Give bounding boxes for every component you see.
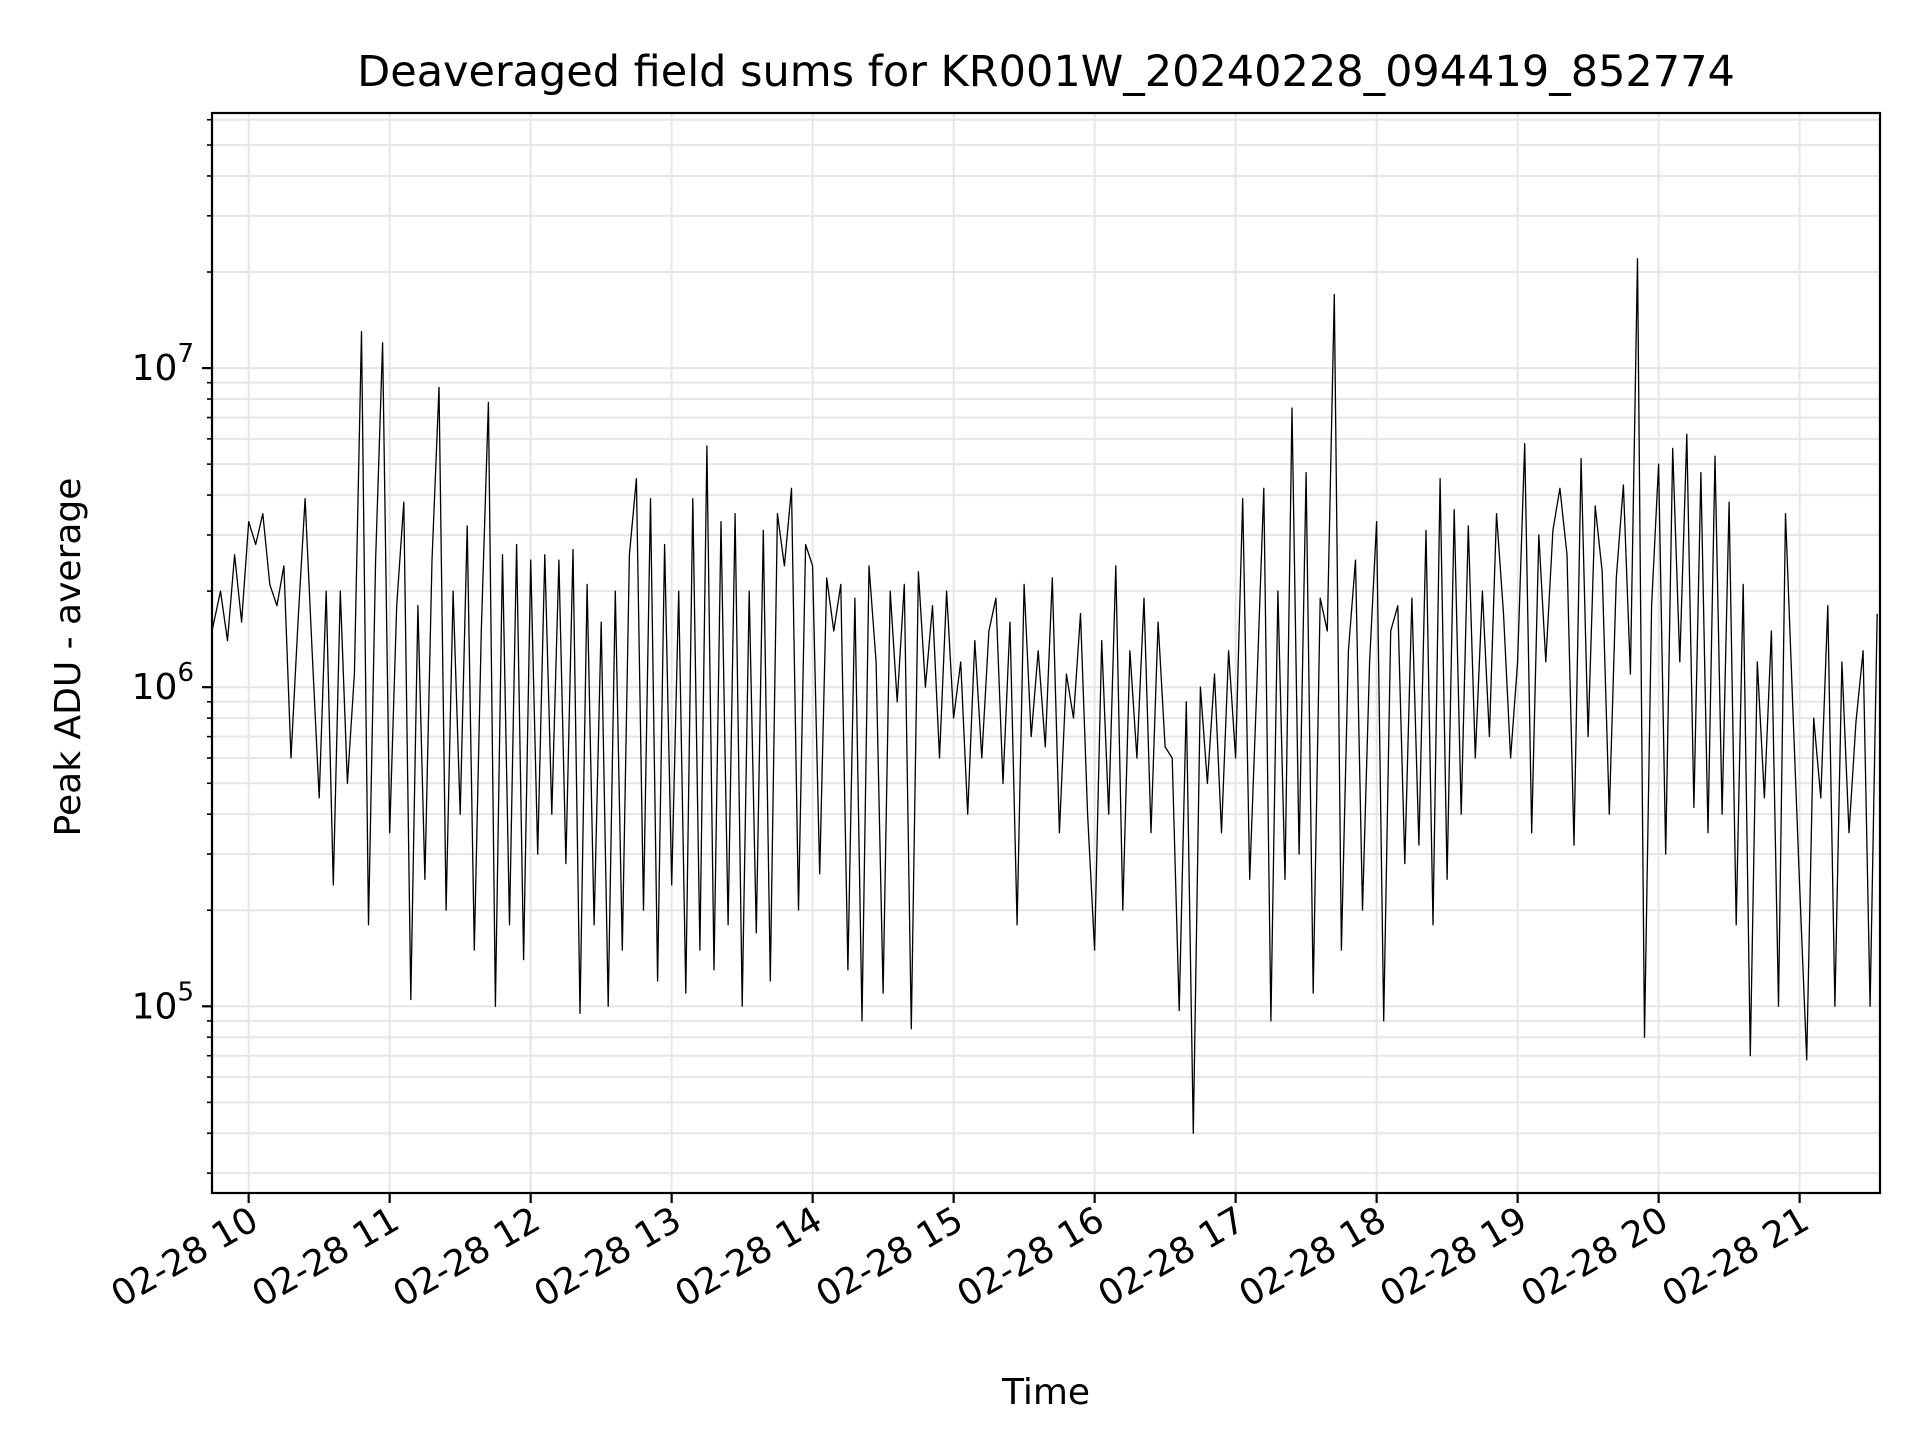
y-tick-label: 105 bbox=[132, 977, 194, 1027]
gridlines bbox=[212, 113, 1880, 1193]
y-tick-label: 106 bbox=[132, 658, 194, 708]
chart-title: Deaveraged field sums for KR001W_2024022… bbox=[357, 47, 1735, 97]
plot-frame bbox=[210, 111, 1882, 1195]
series-group bbox=[211, 258, 1878, 1134]
y-axis-label: Peak ADU - average bbox=[48, 478, 89, 837]
x-axis-label: Time bbox=[1001, 1372, 1090, 1413]
y-axis-ticks: 105 106 107 bbox=[132, 118, 212, 1174]
series-line bbox=[211, 258, 1878, 1134]
y-tick-label: 107 bbox=[132, 339, 194, 389]
